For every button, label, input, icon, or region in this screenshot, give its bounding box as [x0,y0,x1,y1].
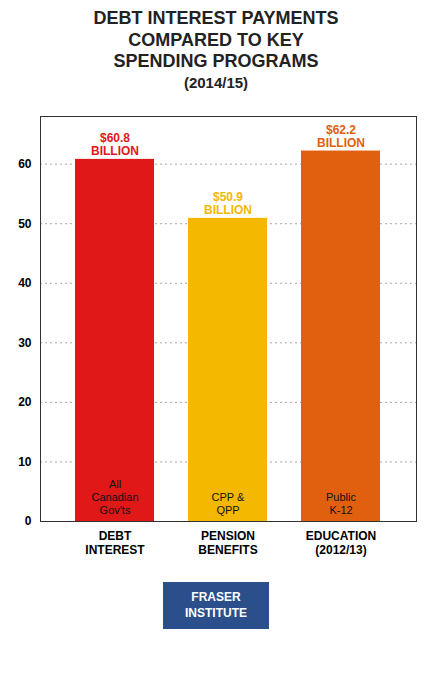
svg-text:0: 0 [25,515,32,529]
svg-text:30: 30 [18,336,32,350]
svg-text:10: 10 [18,455,32,469]
svg-text:AllCanadianGov'ts: AllCanadianGov'ts [91,478,138,515]
html-text:(2014/15): (2014/15) [183,73,249,91]
svg-text:$62.2BILLION: $62.2BILLION [317,123,365,150]
svg-text:$60.8BILLION: $60.8BILLION [91,131,139,158]
svg-text:20: 20 [18,396,32,410]
svg-text:PENSIONBENEFITS: PENSIONBENEFITS [198,530,257,558]
svg-text:DEBTINTEREST: DEBTINTEREST [85,530,145,558]
svg-text:50: 50 [18,217,32,231]
svg-text:PublicK-12: PublicK-12 [326,491,356,516]
svg-text:60: 60 [18,157,32,171]
svg-text:CPP &QPP: CPP &QPP [212,491,245,516]
svg-text:$50.9BILLION: $50.9BILLION [204,190,252,217]
html-text:FRASER INSTITUTE: FRASER INSTITUTE [185,590,247,620]
svg-text:40: 40 [18,276,32,290]
html-text:DEBT INTEREST PAYMENTS COMPARE: DEBT INTEREST PAYMENTS COMPARED TO KEY S… [93,8,339,72]
svg-text:EDUCATION(2012/13): EDUCATION(2012/13) [306,530,376,558]
